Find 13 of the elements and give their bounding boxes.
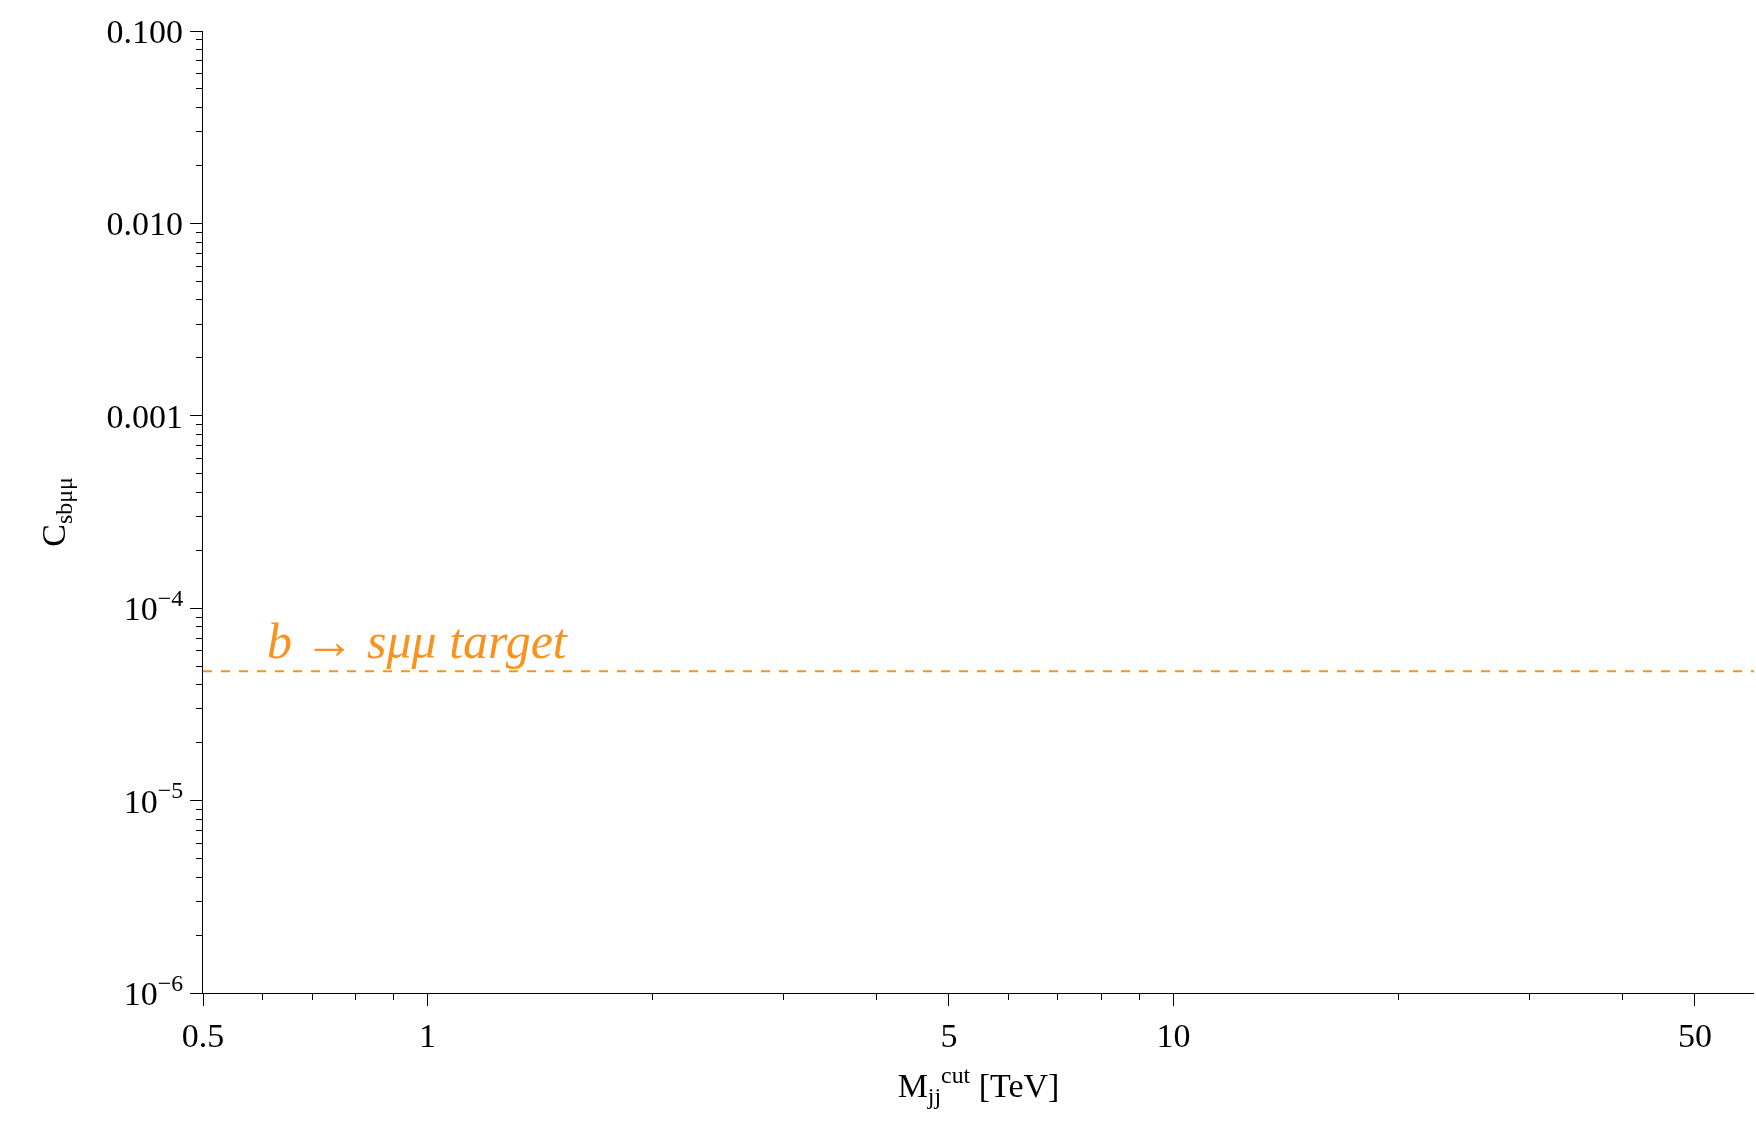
y-tick-label: 0.001 <box>106 397 184 435</box>
y-tick-label: 0.010 <box>106 205 184 243</box>
y-tick-label: 10$^{−5}$ <box>123 777 184 820</box>
x-tick-label: 5 <box>940 1016 958 1054</box>
x-tick-label: 0.5 <box>181 1016 225 1054</box>
x-tick-label: 50 <box>1677 1016 1712 1054</box>
y-tick-label: 0.100 <box>106 12 184 50</box>
y-tick-label: 10$^{−6}$ <box>123 969 184 1012</box>
ref-line-label: b → sμμ target <box>267 613 568 669</box>
x-tick-label: 10 <box>1156 1016 1191 1054</box>
y-tick-label: 10$^{−4}$ <box>123 584 184 628</box>
x-axis-title: M$_{jj}$$^{cut}$ [TeV] <box>897 1061 1060 1110</box>
x-tick-label: 1 <box>419 1016 437 1054</box>
